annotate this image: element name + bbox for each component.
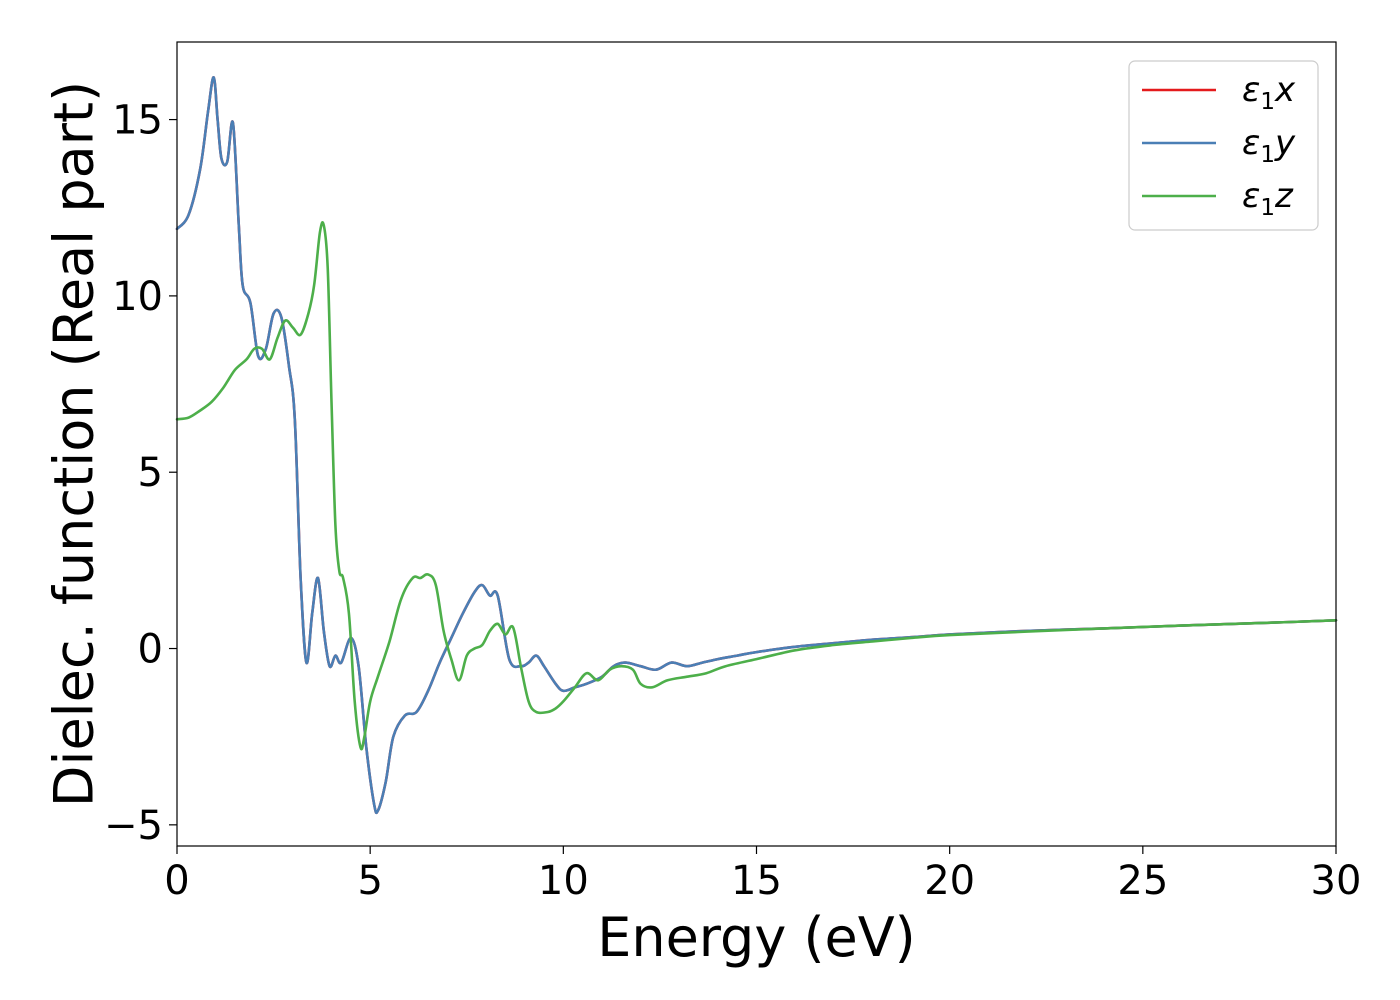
x-axis-label: Energy (eV) (597, 906, 916, 969)
x-tick-label: 25 (1117, 858, 1168, 904)
x-tick-label: 15 (731, 858, 782, 904)
legend: ε1x ε1y ε1z (1128, 60, 1319, 231)
x-tick-label: 0 (164, 858, 189, 904)
legend-label-z: ε1z (1242, 176, 1294, 221)
y-tick-label: −5 (104, 803, 163, 849)
series-line-y (175, 75, 1338, 815)
y-axis: −5 0 5 10 15 (104, 98, 177, 849)
x-tick-label: 20 (924, 858, 975, 904)
legend-label-y: ε1y (1242, 123, 1296, 168)
x-tick-label: 10 (538, 858, 589, 904)
y-tick-label: 0 (138, 627, 163, 673)
x-axis: 0 5 10 15 20 25 30 (164, 846, 1361, 904)
x-tick-label: 30 (1311, 858, 1362, 904)
y-tick-label: 15 (112, 98, 163, 144)
y-tick-label: 10 (112, 274, 163, 320)
y-tick-label: 5 (138, 450, 163, 496)
series-line-z (175, 221, 1338, 751)
legend-box (1128, 60, 1319, 231)
legend-label-x: ε1x (1242, 70, 1296, 115)
series-layer (175, 75, 1338, 815)
x-tick-label: 5 (357, 858, 382, 904)
y-axis-label: Dielec. function (Real part) (43, 81, 106, 807)
